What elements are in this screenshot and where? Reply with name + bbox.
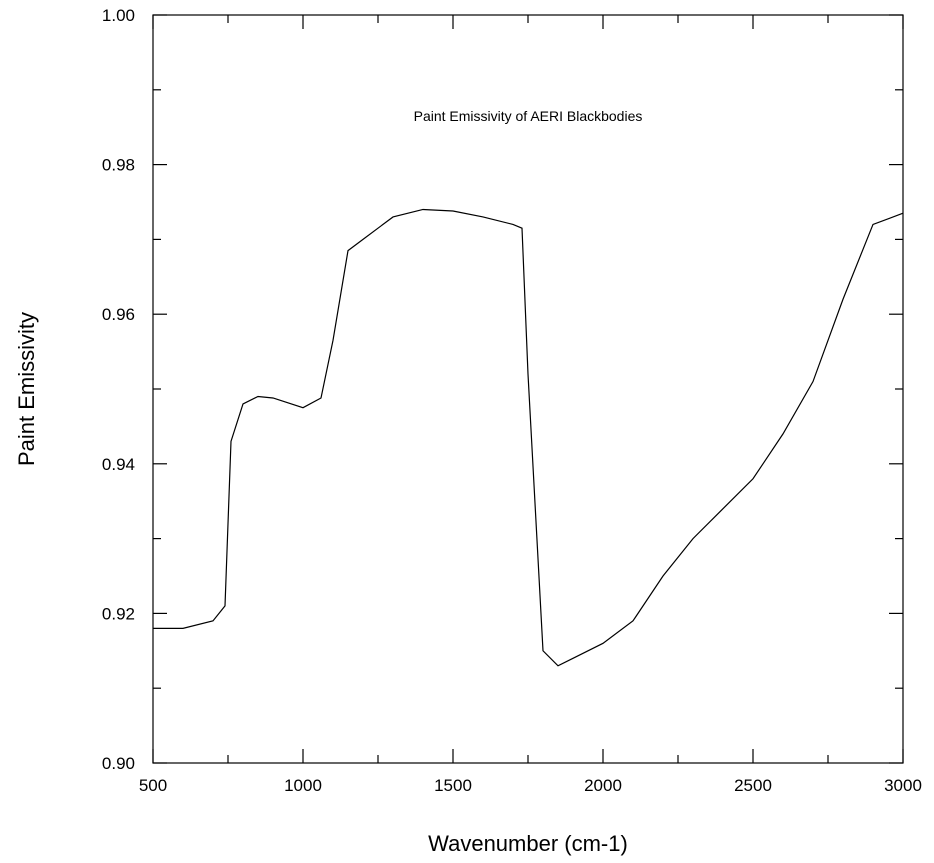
x-tick-label: 2500 (734, 776, 772, 795)
y-tick-label: 1.00 (102, 6, 135, 25)
y-axis-title: Paint Emissivity (14, 312, 39, 466)
plot-frame (152, 14, 904, 764)
x-tick-labels: 500 1000 1500 2000 2500 3000 (139, 776, 922, 795)
x-tick-label: 1000 (284, 776, 322, 795)
x-axis-title: Wavenumber (cm-1) (428, 831, 628, 856)
x-tick-label: 500 (139, 776, 167, 795)
y-tick-label: 0.98 (102, 156, 135, 175)
y-tick-label: 0.96 (102, 305, 135, 324)
axis-ticks (152, 14, 904, 764)
x-tick-label: 1500 (434, 776, 472, 795)
x-tick-label: 3000 (884, 776, 922, 795)
y-tick-label: 0.94 (102, 455, 135, 474)
y-tick-label: 0.90 (102, 754, 135, 773)
y-tick-label: 0.92 (102, 604, 135, 623)
emissivity-series-line (153, 208, 904, 667)
x-tick-label: 2000 (584, 776, 622, 795)
y-tick-labels: 0.90 0.92 0.94 0.96 0.98 1.00 (102, 6, 135, 773)
chart-title: Paint Emissivity of AERI Blackbodies (414, 108, 643, 124)
